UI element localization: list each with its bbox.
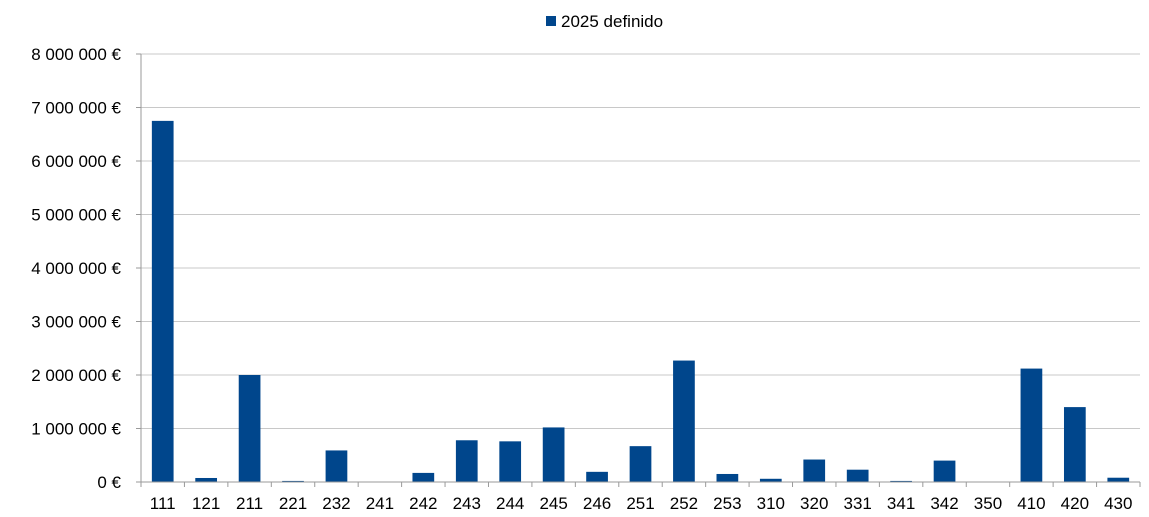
x-tick-label: 232 xyxy=(322,494,350,513)
bar-253 xyxy=(716,473,739,482)
bar-320 xyxy=(803,459,826,482)
y-axis-tick-labels: 0 € 1 000 000 € 2 000 000 € 3 000 000 € 4 00… xyxy=(31,45,141,492)
y-tick-label: 0 € xyxy=(97,473,121,492)
x-tick-label: 331 xyxy=(843,494,871,513)
y-tick-label: 8 000 000 € xyxy=(31,45,121,64)
y-tick-label: 5 000 000 € xyxy=(31,206,121,225)
x-tick-label: 251 xyxy=(626,494,654,513)
x-tick-label: 121 xyxy=(192,494,220,513)
legend-swatch xyxy=(546,16,556,26)
x-tick-label: 342 xyxy=(930,494,958,513)
x-axis-tick-labels: 111 121 211 221 232 241 242 243 244 245 246 251 252 2… xyxy=(140,482,1141,513)
x-tick-label: 310 xyxy=(757,494,785,513)
bar-310 xyxy=(759,478,782,482)
bar-111 xyxy=(151,120,174,482)
x-tick-label: 320 xyxy=(800,494,828,513)
x-tick-label: 111 xyxy=(150,494,176,513)
x-tick-label: 221 xyxy=(279,494,307,513)
x-tick-label: 253 xyxy=(713,494,741,513)
bar-331 xyxy=(846,469,869,482)
bar-251 xyxy=(629,446,652,482)
bar-430 xyxy=(1107,477,1130,482)
bar-121 xyxy=(195,477,218,482)
bar-420 xyxy=(1063,407,1086,482)
y-tick-label: 2 000 000 € xyxy=(31,366,121,385)
bar-341 xyxy=(890,480,912,482)
y-tick-label: 3 000 000 € xyxy=(31,313,121,332)
x-tick-label: 245 xyxy=(539,494,567,513)
x-tick-label: 243 xyxy=(453,494,481,513)
legend-label: 2025 definido xyxy=(561,12,663,31)
x-tick-label: 244 xyxy=(496,494,524,513)
bar-244 xyxy=(499,441,522,482)
bar-221 xyxy=(282,480,304,482)
y-tick-label: 6 000 000 € xyxy=(31,152,121,171)
x-tick-label: 430 xyxy=(1104,494,1132,513)
legend: 2025 definido xyxy=(546,12,663,31)
x-tick-label: 241 xyxy=(366,494,394,513)
x-tick-label: 211 xyxy=(236,494,263,513)
y-tick-label: 1 000 000 € xyxy=(31,420,121,439)
x-tick-label: 350 xyxy=(974,494,1002,513)
bar-410 xyxy=(1020,368,1043,482)
bar-342 xyxy=(933,460,956,482)
bar-245 xyxy=(542,427,565,482)
x-tick-label: 252 xyxy=(670,494,698,513)
bar-211 xyxy=(238,375,261,482)
bar-232 xyxy=(325,450,348,482)
bar-series xyxy=(151,120,1130,482)
bar-243 xyxy=(455,440,478,482)
x-tick-label: 246 xyxy=(583,494,611,513)
bar-252 xyxy=(673,360,695,482)
bar-242 xyxy=(412,472,435,482)
gridlines xyxy=(141,53,1140,429)
x-tick-label: 242 xyxy=(409,494,437,513)
axes xyxy=(140,54,1140,483)
y-tick-label: 7 000 000 € xyxy=(31,99,121,118)
x-tick-label: 410 xyxy=(1017,494,1045,513)
bar-246 xyxy=(586,471,608,482)
x-tick-label: 420 xyxy=(1061,494,1089,513)
y-tick-label: 4 000 000 € xyxy=(31,259,121,278)
x-tick-label: 341 xyxy=(887,494,915,513)
